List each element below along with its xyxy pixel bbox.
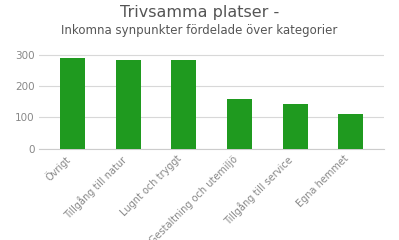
Bar: [282, 104, 308, 149]
Bar: [227, 99, 252, 149]
Bar: [172, 60, 196, 149]
Bar: [338, 114, 363, 149]
Bar: [116, 60, 141, 149]
Bar: [60, 58, 85, 149]
Text: Trivsamma platser -: Trivsamma platser -: [120, 5, 279, 20]
Text: Inkomna synpunkter fördelade över kategorier: Inkomna synpunkter fördelade över katego…: [61, 24, 338, 37]
